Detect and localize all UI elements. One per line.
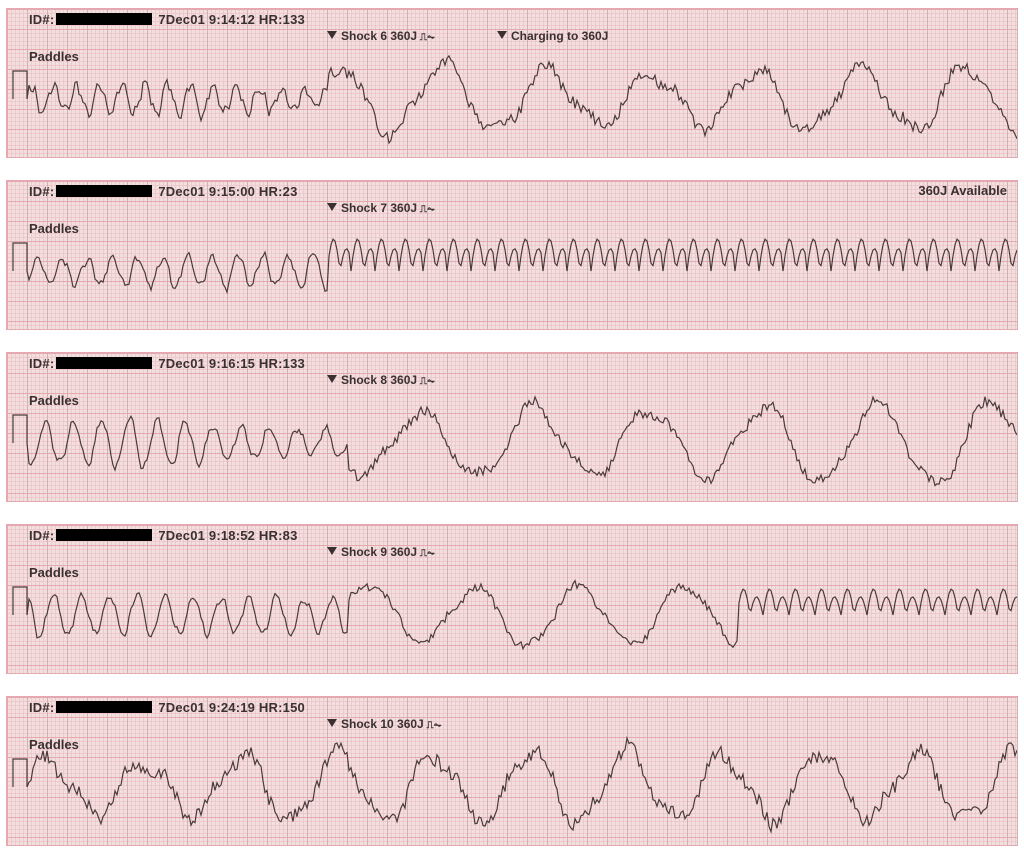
- ecg-trace-path: [13, 397, 1017, 486]
- ecg-page: ID#:7Dec01 9:14:12 HR:133Shock 6 360J ⎍⏦…: [0, 0, 1024, 854]
- ecg-waveform: [7, 9, 1017, 157]
- ecg-strip: ID#:7Dec01 9:24:19 HR:150Shock 10 360J ⎍…: [6, 696, 1018, 846]
- ecg-trace-path: [13, 239, 1017, 292]
- ecg-waveform: [7, 697, 1017, 845]
- ecg-waveform: [7, 353, 1017, 501]
- ecg-waveform: [7, 181, 1017, 329]
- ecg-strip: ID#:7Dec01 9:15:00 HR:23360J AvailableSh…: [6, 180, 1018, 330]
- ecg-strip: ID#:7Dec01 9:18:52 HR:83Shock 9 360J ⎍⏦P…: [6, 524, 1018, 674]
- ecg-strip: ID#:7Dec01 9:16:15 HR:133Shock 8 360J ⎍⏦…: [6, 352, 1018, 502]
- ecg-trace-path: [13, 56, 1017, 143]
- ecg-trace-path: [13, 738, 1017, 832]
- ecg-strip: ID#:7Dec01 9:14:12 HR:133Shock 6 360J ⎍⏦…: [6, 8, 1018, 158]
- ecg-trace-path: [13, 581, 1017, 649]
- ecg-waveform: [7, 525, 1017, 673]
